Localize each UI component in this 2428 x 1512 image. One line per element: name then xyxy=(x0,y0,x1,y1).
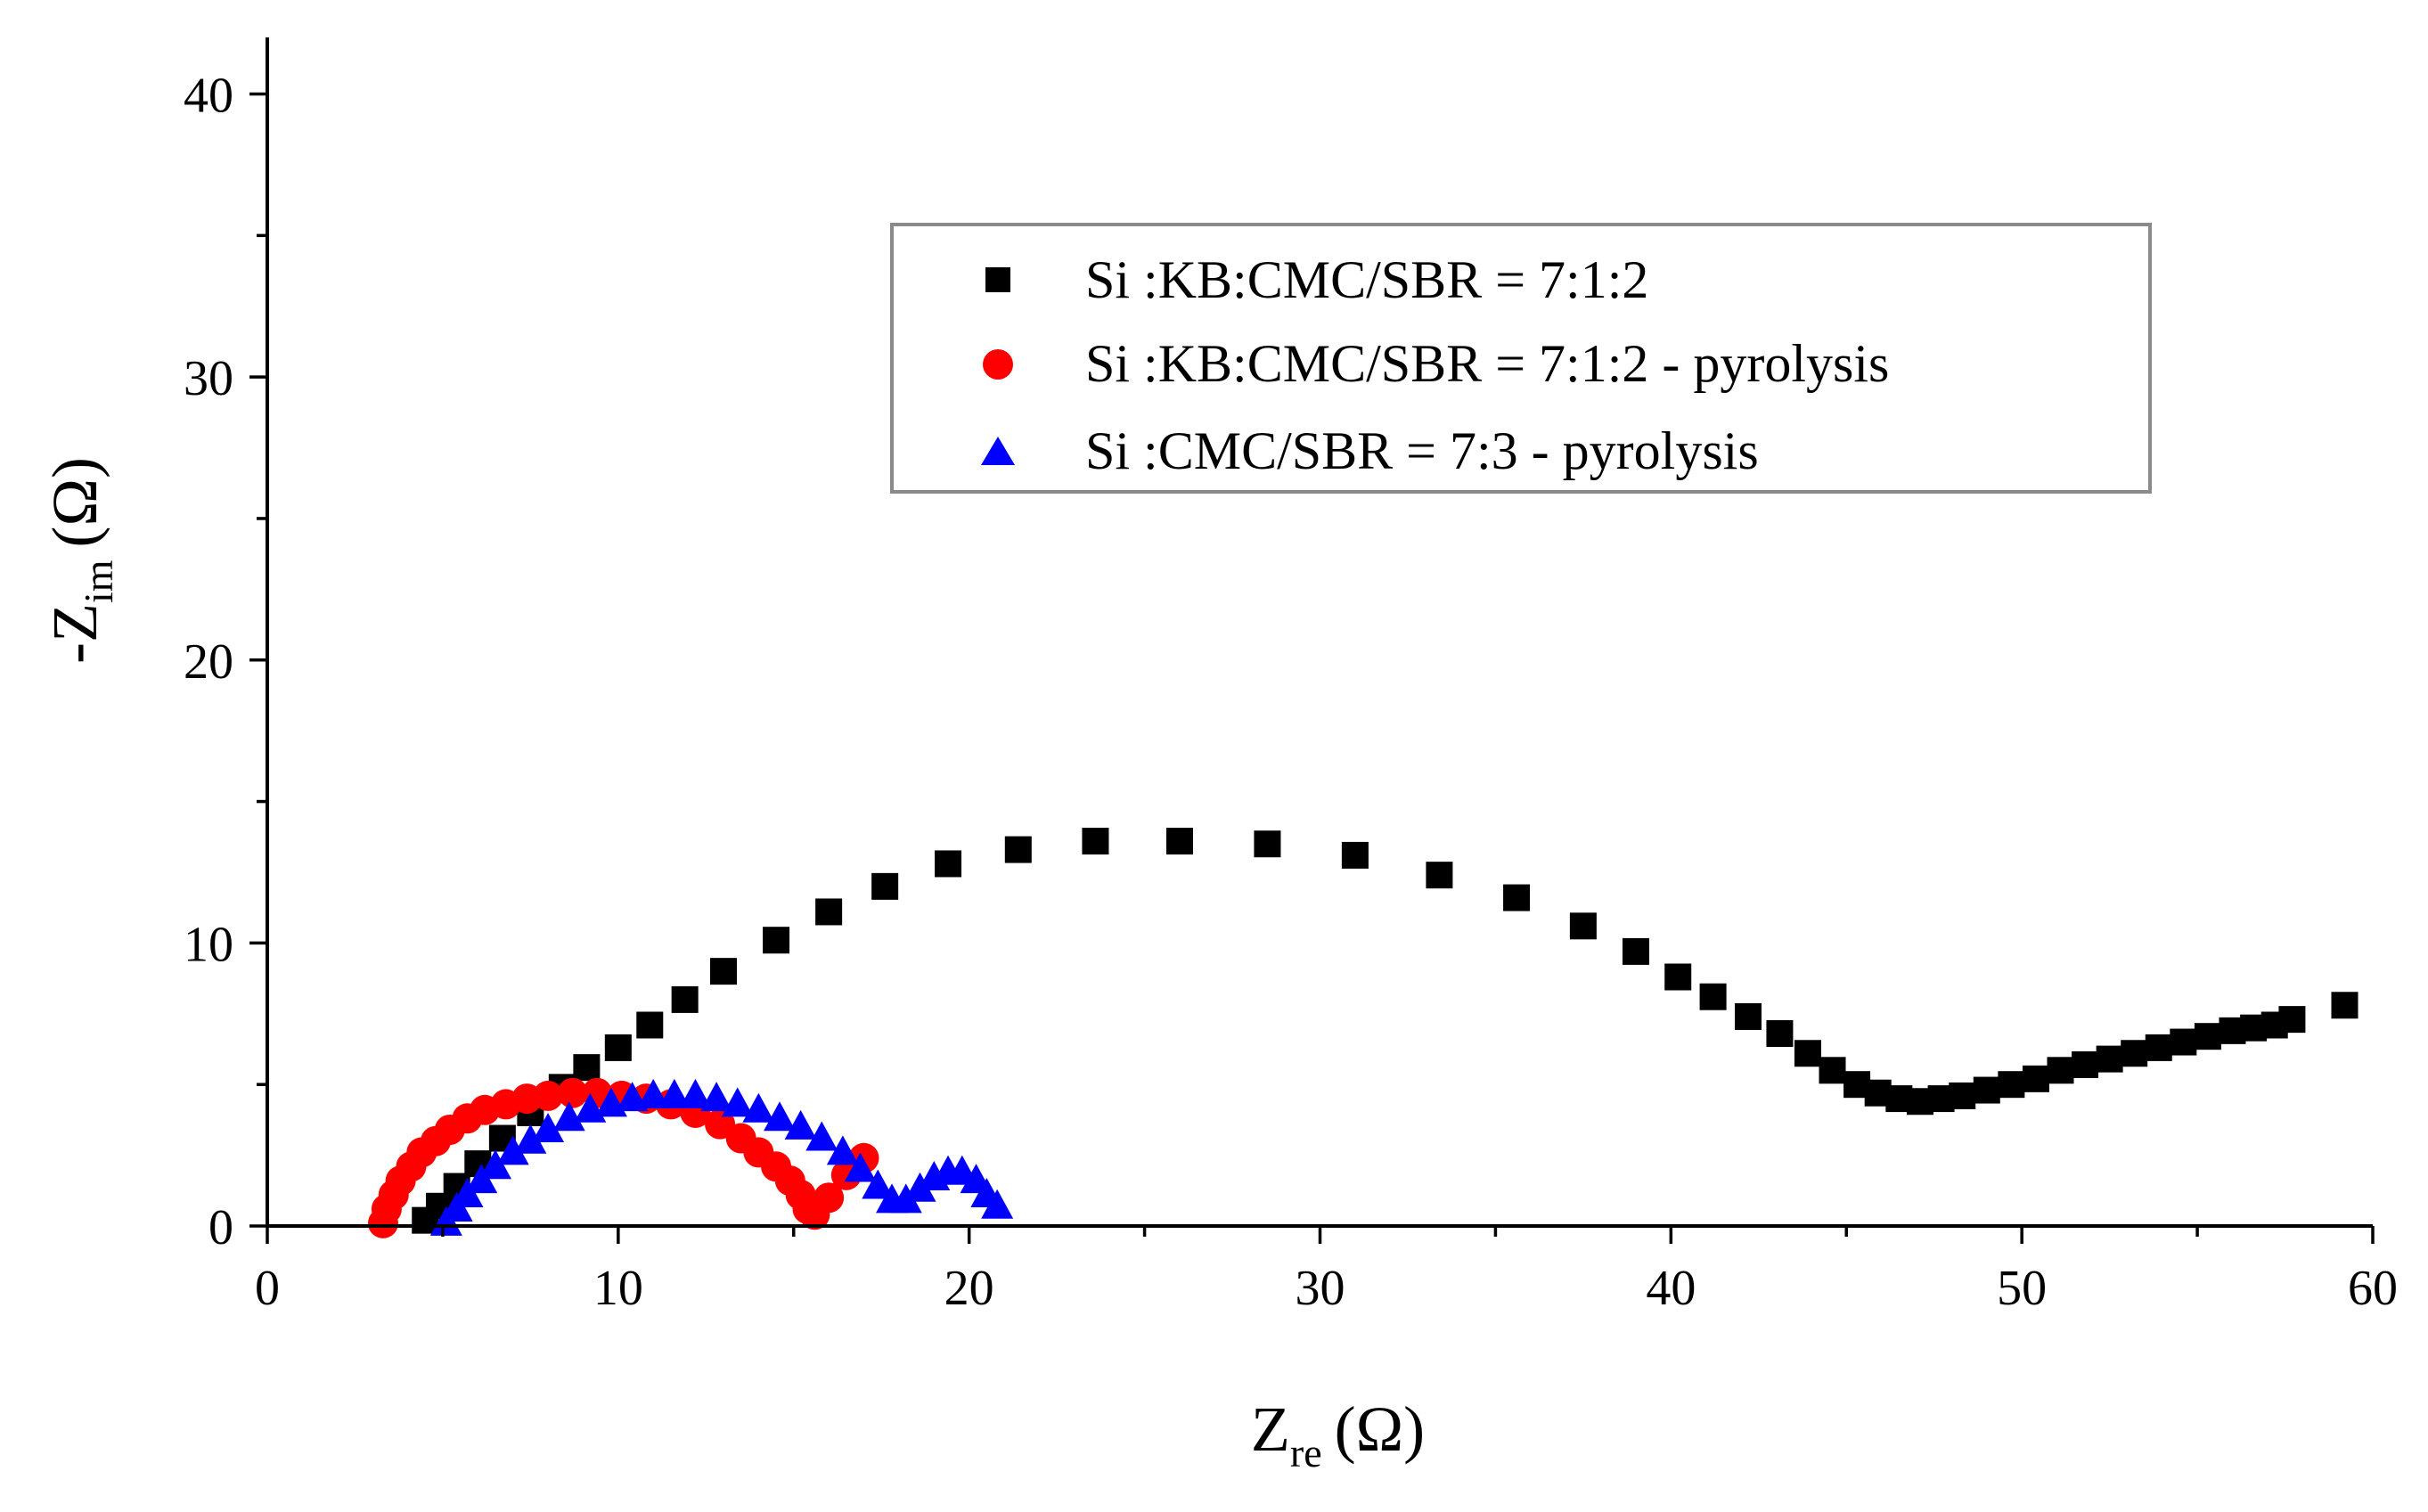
series-3-point xyxy=(700,1082,733,1112)
axes xyxy=(266,37,2373,1228)
series-1-point xyxy=(2022,1065,2049,1092)
series-3-point xyxy=(826,1135,859,1165)
x-axis-title: Zre (Ω) xyxy=(1251,1393,1425,1475)
legend-label-series-1: Si :KB:CMC/SBR = 7:1:2 xyxy=(1085,250,1648,309)
y-tick-label: 20 xyxy=(184,634,233,690)
series-1-point xyxy=(604,1034,632,1061)
x-axis-title-main: Z xyxy=(1251,1393,1290,1465)
series-1-point xyxy=(1569,912,1597,940)
legend-marker-square xyxy=(985,267,1010,292)
y-axis-title-main: Z xyxy=(39,603,110,642)
series-2-point xyxy=(813,1182,845,1214)
y-tick-label: 0 xyxy=(208,1200,233,1255)
series-2-point xyxy=(557,1077,588,1108)
series-1-point xyxy=(1794,1040,1821,1067)
series-1-point xyxy=(2047,1057,2074,1084)
series-1-point xyxy=(1973,1076,2000,1104)
y-axis-title-sub: im xyxy=(76,560,121,603)
series-1-point xyxy=(1819,1057,1846,1084)
series-3-point xyxy=(981,1189,1014,1219)
series-3-point xyxy=(763,1101,796,1132)
legend-box xyxy=(890,223,2152,494)
series-1-point xyxy=(1664,963,1692,991)
series-3-point xyxy=(478,1149,511,1180)
series-1-point xyxy=(1254,830,1281,858)
series-1-point xyxy=(1622,937,1649,965)
series-1-point xyxy=(1734,1002,1762,1030)
x-tick-label: 10 xyxy=(593,1261,643,1316)
series-3 xyxy=(429,1078,1014,1236)
series-3-point xyxy=(844,1152,877,1182)
series-2-point xyxy=(533,1080,564,1111)
series-3-point xyxy=(742,1092,775,1123)
series-3-point xyxy=(805,1121,838,1151)
y-axis-title-unit: (Ω) xyxy=(39,457,110,547)
series-1-point xyxy=(2278,1006,2306,1034)
series-1-point xyxy=(1082,828,1109,855)
series-1-point xyxy=(2096,1045,2123,1073)
legend: Si :KB:CMC/SBR = 7:1:2 Si :KB:CMC/SBR = … xyxy=(890,223,2152,494)
series-1-point xyxy=(1165,828,1193,855)
series-1-point xyxy=(1503,884,1531,911)
x-tick-label: 30 xyxy=(1296,1261,1345,1316)
series-1-point xyxy=(1341,841,1369,869)
series-1-point xyxy=(763,927,790,954)
series-2 xyxy=(367,1077,879,1238)
series-3-point xyxy=(514,1124,547,1154)
y-axis-title: -Zim (Ω) xyxy=(39,457,121,664)
series-1-point xyxy=(1998,1071,2025,1099)
series-1-point xyxy=(636,1011,664,1039)
series-1-point xyxy=(1949,1082,1976,1109)
series-1-point xyxy=(871,872,899,900)
series-1-point xyxy=(1004,836,1032,863)
x-tick-label: 20 xyxy=(944,1261,994,1316)
series-3-point xyxy=(532,1113,565,1143)
y-tick-label: 40 xyxy=(184,69,233,124)
series-1-point xyxy=(2170,1028,2197,1056)
series-1-point xyxy=(1766,1020,1794,1048)
x-axis-ticks: 0 10 20 30 40 50 60 xyxy=(255,1226,2398,1316)
x-tick-label: 40 xyxy=(1646,1261,1696,1316)
legend-marker-triangle xyxy=(981,437,1015,465)
y-axis-ticks: 0 10 20 30 40 xyxy=(184,69,267,1255)
series-3-point xyxy=(637,1078,670,1108)
legend-label-series-3: Si :CMC/SBR = 7:3 - pyrolysis xyxy=(1085,421,1759,480)
plot-area xyxy=(367,828,2359,1238)
series-1-point xyxy=(2072,1050,2099,1078)
x-tick-label: 50 xyxy=(1997,1261,2047,1316)
series-1-point xyxy=(573,1054,601,1082)
series-1 xyxy=(412,828,2359,1234)
y-tick-label: 10 xyxy=(184,917,233,972)
series-3-point xyxy=(862,1169,895,1199)
x-tick-label: 60 xyxy=(2348,1261,2398,1316)
series-3-point xyxy=(679,1078,712,1108)
series-1-point xyxy=(815,898,843,926)
legend-marker-circle xyxy=(983,349,1013,380)
series-1-point xyxy=(2194,1023,2221,1050)
series-1-point xyxy=(2145,1034,2172,1061)
x-tick-label: 0 xyxy=(255,1261,280,1316)
series-1-point xyxy=(1699,983,1727,1010)
series-3-point xyxy=(552,1101,585,1132)
x-axis-title-sub: re xyxy=(1290,1430,1322,1475)
series-3-point xyxy=(784,1109,817,1140)
y-tick-label: 30 xyxy=(184,351,233,406)
series-3-point xyxy=(658,1078,691,1108)
series-3-point xyxy=(496,1135,529,1165)
legend-label-series-2: Si :KB:CMC/SBR = 7:1:2 - pyrolysis xyxy=(1085,334,1889,393)
series-1-point xyxy=(935,850,962,878)
x-axis-title-unit: (Ω) xyxy=(1335,1393,1425,1465)
series-1-point xyxy=(2331,992,2359,1019)
series-1-point xyxy=(2121,1040,2148,1067)
series-1-point xyxy=(671,985,699,1013)
series-3-point xyxy=(721,1087,754,1117)
series-1-point xyxy=(1426,862,1453,889)
series-1-point xyxy=(709,958,737,985)
y-axis-title-prefix: - xyxy=(39,642,110,664)
